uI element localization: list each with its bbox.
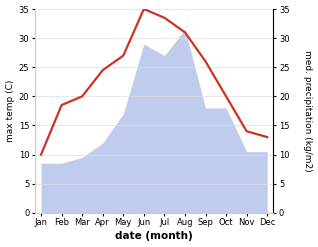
Y-axis label: max temp (C): max temp (C) [5, 80, 15, 142]
Y-axis label: med. precipitation (kg/m2): med. precipitation (kg/m2) [303, 50, 313, 172]
X-axis label: date (month): date (month) [115, 231, 193, 242]
